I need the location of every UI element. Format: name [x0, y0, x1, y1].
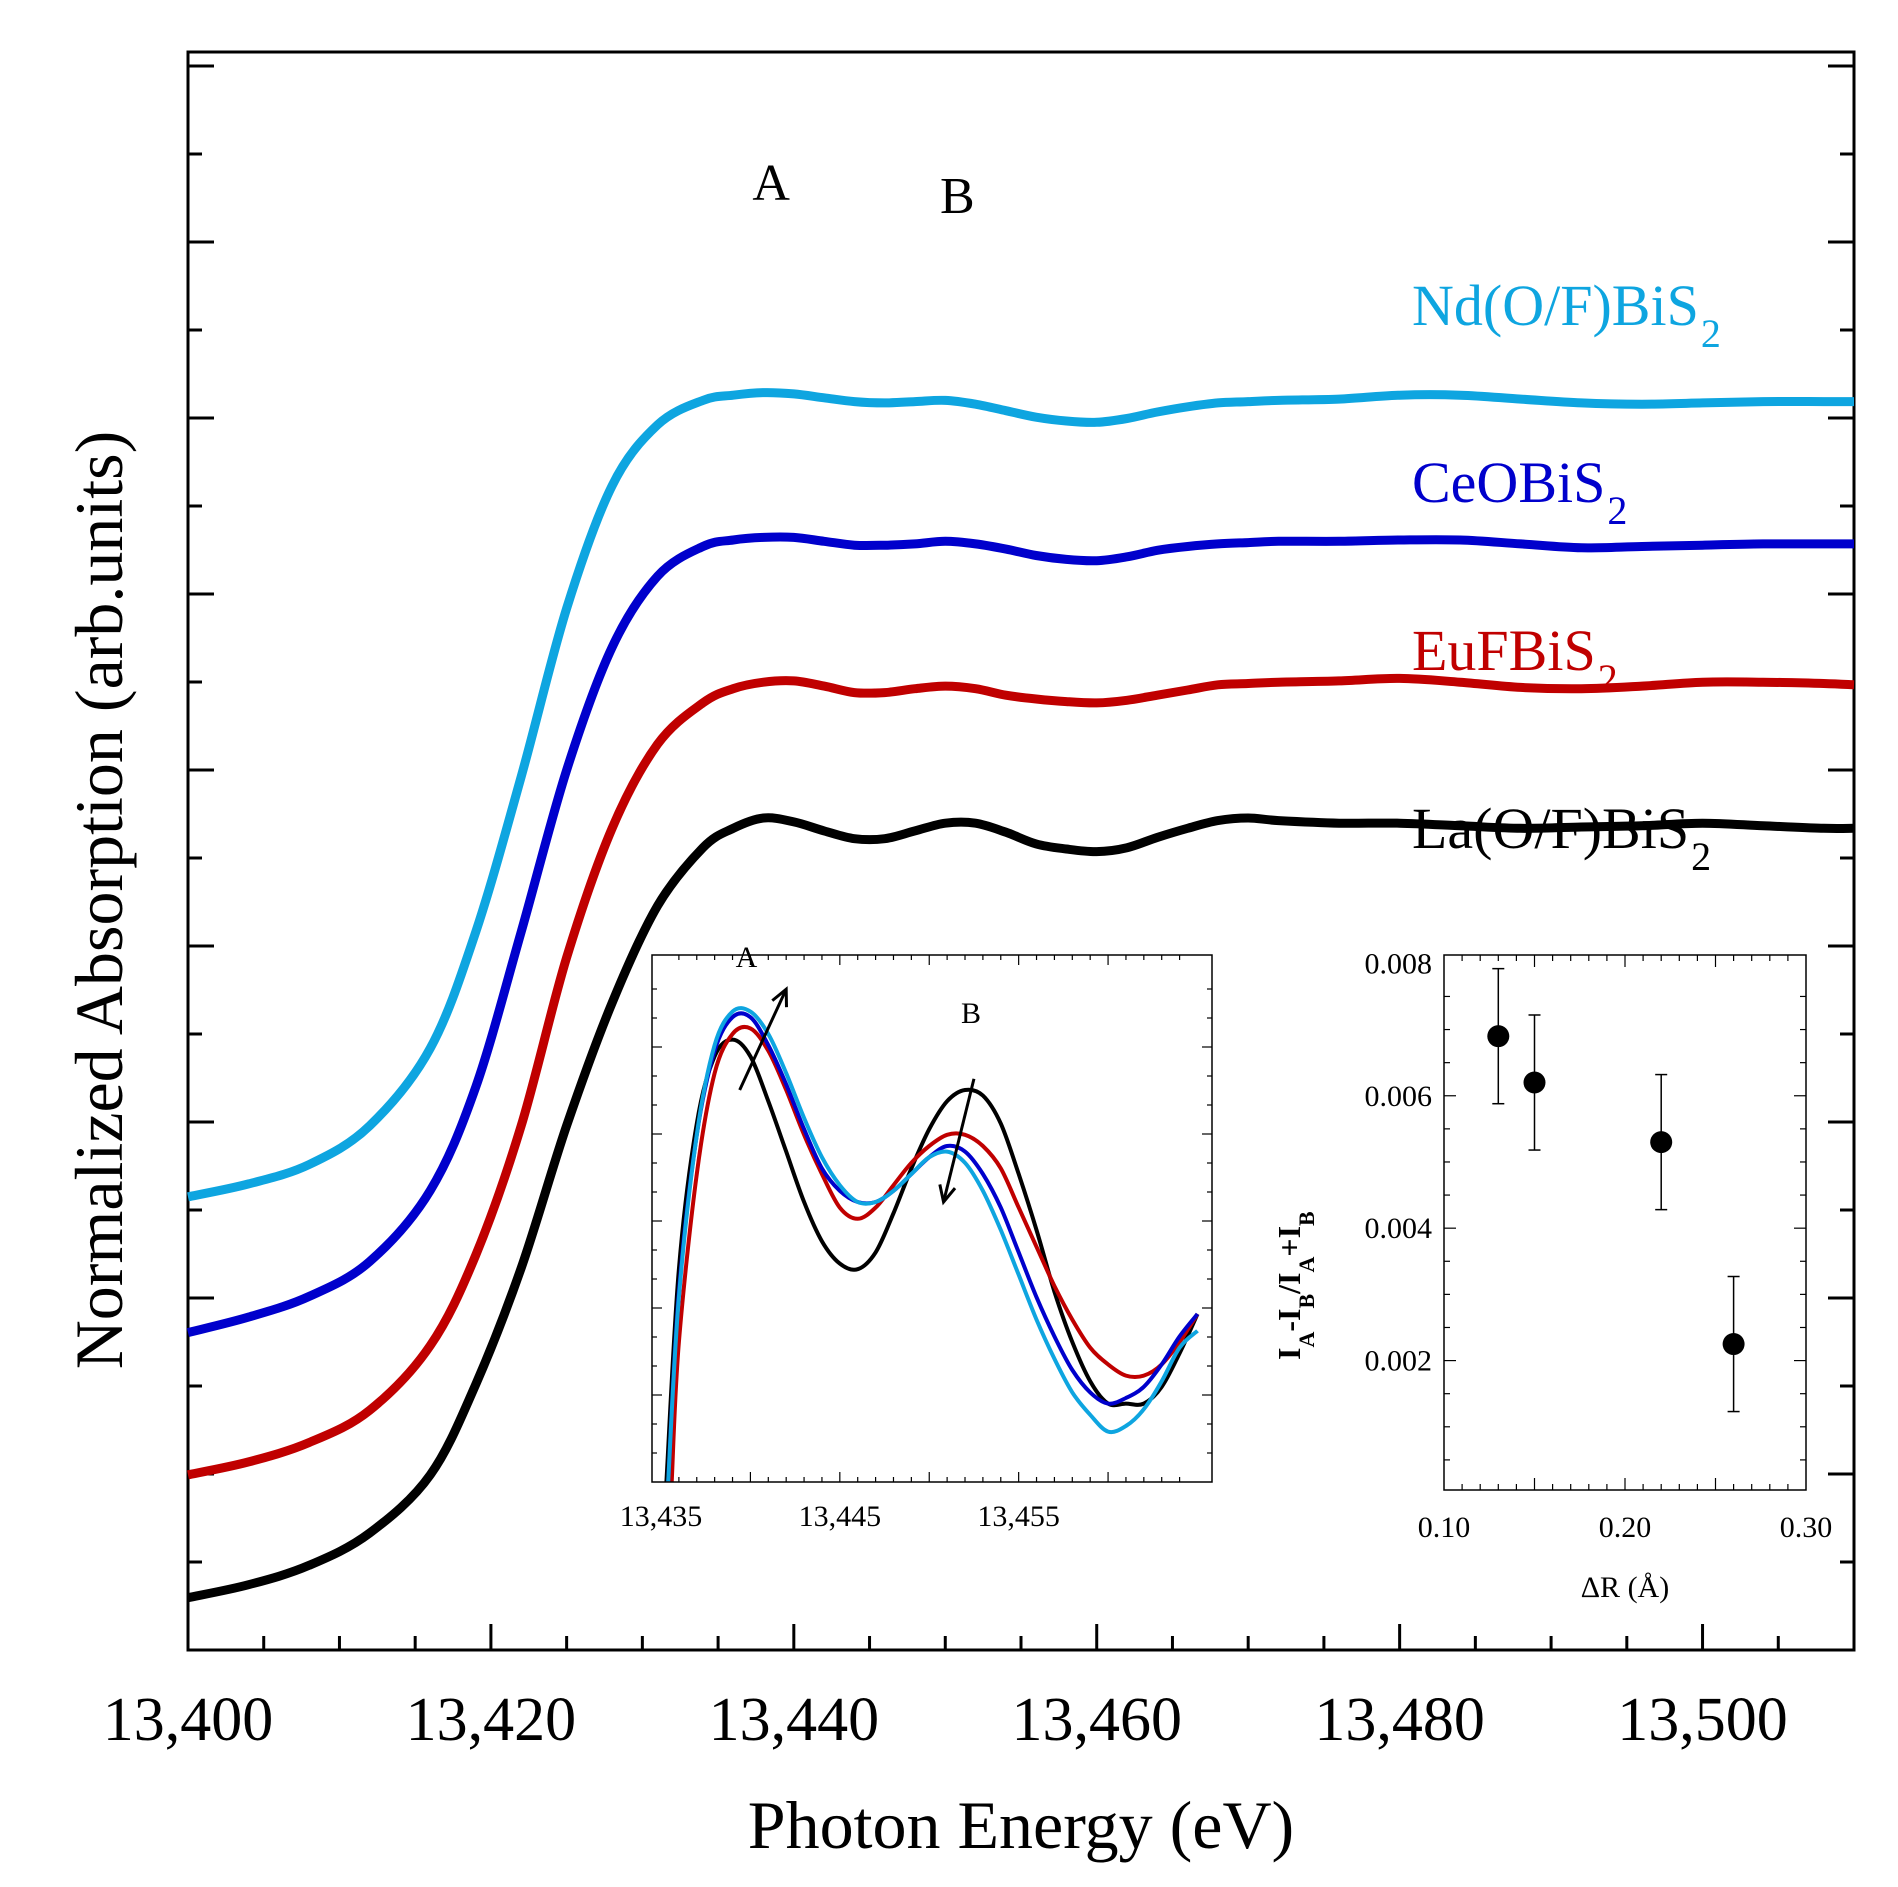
inset-zoom-ticks: 13,435 13,445 13,455	[620, 955, 1212, 1533]
ratio-x-tick-label-0: 0.10	[1418, 1511, 1471, 1544]
series-label-ce-main: CeOBiS	[1412, 450, 1605, 515]
ylabel-sub-b2: B	[1294, 1211, 1319, 1226]
main-plot: 13,400 13,420 13,440 13,460 13,480 13,500 Pho…	[61, 50, 1856, 1863]
series-line-nd-o-f-bis2	[187, 388, 1854, 1202]
ylabel-minus-i: -I	[1271, 1309, 1307, 1332]
main-y-axis-label: Normalized Absorption (arb.units)	[61, 431, 137, 1370]
series-label-ce: CeOBiS2	[1412, 450, 1627, 533]
ratio-y-tick-label-0: 0.002	[1365, 1345, 1433, 1378]
inset-series-line-nd-o-f-bis2	[666, 1006, 1199, 1483]
inset-ratio-points	[1487, 967, 1745, 1413]
inset-ratio-x-label: ΔR (Å)	[1581, 1571, 1669, 1604]
inset-ratio-y-label: IA-IB/IA+IB	[1271, 1211, 1319, 1360]
inset-arrow-head-1	[938, 1184, 957, 1206]
ratio-y-tick-label-2: 0.006	[1365, 1080, 1433, 1113]
series-label-eu: EuFBiS2	[1412, 618, 1618, 701]
x-tick-label-13400: 13,400	[103, 1686, 274, 1754]
ylabel-i1: I	[1271, 1348, 1307, 1360]
ratio-y-tick-label-1: 0.004	[1365, 1212, 1433, 1245]
main-y-ticks	[188, 64, 1854, 1564]
inset-zoom-frame	[651, 954, 1213, 1483]
series-line-la-o-f-bis2	[187, 813, 1855, 1603]
inset-peak-label-a: A	[736, 941, 758, 974]
series-label-la-sub: 2	[1691, 834, 1711, 879]
series-line-eufbis2	[187, 673, 1855, 1480]
peak-label-b: B	[940, 168, 975, 225]
inset-arrow-shaft-0	[738, 988, 788, 1091]
inset-zoom-plot: 13,435 13,445 13,455 A B	[620, 941, 1213, 1533]
x-tick-label-13480: 13,480	[1314, 1686, 1485, 1754]
series-label-la-main: La(O/F)BiS	[1412, 796, 1689, 861]
ylabel-slash-i: /I	[1271, 1273, 1307, 1295]
series-label-nd-main: Nd(O/F)BiS	[1412, 273, 1699, 338]
x-tick-label-13420: 13,420	[406, 1686, 577, 1754]
inset-arrow-shaft-1	[942, 1078, 976, 1203]
inset-ratio-ticks: 0.10 0.20 0.30 0.002 0.004 0.006 0.008	[1365, 947, 1833, 1544]
ylabel-sub-a1: A	[1294, 1332, 1319, 1348]
main-x-ticks: 13,400 13,420 13,440 13,460 13,480 13,500	[103, 1624, 1788, 1754]
x-tick-label-13440: 13,440	[709, 1686, 880, 1754]
x-tick-label-13500: 13,500	[1617, 1686, 1788, 1754]
inset-zoom-background	[652, 955, 1212, 1482]
series-label-nd-sub: 2	[1701, 311, 1721, 356]
inset-zoom-series	[664, 1006, 1200, 1483]
inset-peak-label-b: B	[961, 997, 981, 1030]
main-x-axis-label: Photon Energy (eV)	[748, 1787, 1294, 1863]
series-label-eu-main: EuFBiS	[1412, 618, 1596, 683]
ratio-point-3	[1722, 1333, 1745, 1356]
inset-x-tick-label-13455: 13,455	[977, 1500, 1060, 1533]
ratio-x-tick-label-2: 0.30	[1780, 1511, 1833, 1544]
ratio-point-2	[1650, 1131, 1673, 1154]
series-label-nd: Nd(O/F)BiS2	[1412, 273, 1721, 356]
series-label-ce-sub: 2	[1607, 488, 1627, 533]
x-tick-label-13460: 13,460	[1011, 1686, 1182, 1754]
series-label-eu-sub: 2	[1598, 656, 1618, 701]
ylabel-sub-b1: B	[1294, 1294, 1319, 1309]
series-line-ceobis2	[186, 532, 1854, 1337]
ylabel-plus-i: +I	[1271, 1226, 1307, 1257]
inset-zoom-arrows	[738, 986, 976, 1206]
ratio-y-tick-label-3: 0.008	[1365, 947, 1433, 980]
peak-label-a: A	[752, 155, 790, 212]
ylabel-sub-a2: A	[1294, 1257, 1319, 1273]
ratio-point-1	[1523, 1071, 1546, 1094]
series-label-la: La(O/F)BiS2	[1412, 796, 1711, 879]
inset-x-tick-label-13435: 13,435	[620, 1500, 703, 1533]
inset-x-tick-label-13445: 13,445	[799, 1500, 882, 1533]
ratio-x-tick-label-1: 0.20	[1599, 1511, 1652, 1544]
ratio-point-0	[1487, 1025, 1510, 1048]
inset-series-line-eufbis2	[669, 1024, 1200, 1483]
main-series-lines	[186, 388, 1855, 1603]
inset-arrow-head-0	[771, 986, 788, 1008]
